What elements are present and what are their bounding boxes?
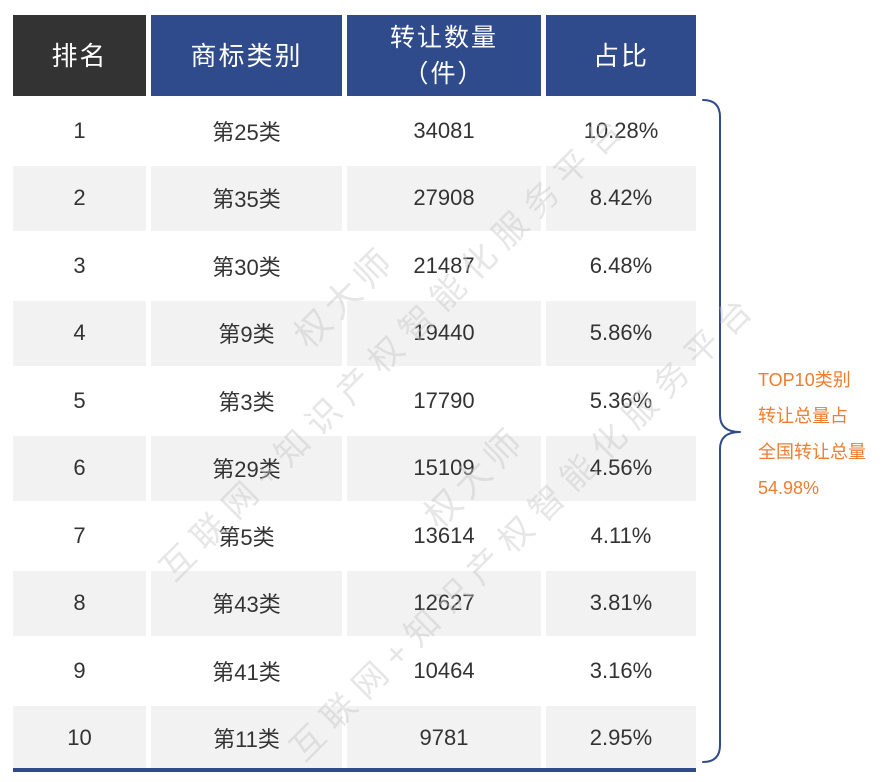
table-row: 1 第25类 34081 10.28% xyxy=(13,96,696,164)
rank-cell: 2 xyxy=(13,165,146,231)
share-cell: 3.16% xyxy=(546,638,696,704)
category-cell: 第30类 xyxy=(151,233,342,299)
count-cell: 17790 xyxy=(347,368,541,434)
category-cell: 第25类 xyxy=(151,98,342,164)
ranking-table: 排名 商标类别 转让数量 （件） 占比 1 第25类 34081 10.28% 2 第35… xyxy=(13,15,696,771)
table-row: 2 第35类 27908 8.42% xyxy=(13,164,696,231)
count-cell: 21487 xyxy=(347,233,541,299)
rank-cell: 5 xyxy=(13,368,146,434)
rank-cell: 1 xyxy=(13,98,146,164)
rank-cell: 3 xyxy=(13,233,146,299)
rank-cell: 8 xyxy=(13,570,146,636)
table-row: 9 第41类 10464 3.16% xyxy=(13,636,696,704)
rank-cell: 4 xyxy=(13,300,146,366)
annotation-value: 54.98% xyxy=(758,478,820,498)
count-cell: 15109 xyxy=(347,435,541,501)
rank-cell: 10 xyxy=(13,705,146,771)
table-row: 4 第9类 19440 5.86% xyxy=(13,299,696,366)
header-category: 商标类别 xyxy=(151,15,342,96)
count-cell: 10464 xyxy=(347,638,541,704)
table-body: 1 第25类 34081 10.28% 2 第35类 27908 8.42% 3 第30类 2148… xyxy=(13,96,696,771)
table-row: 5 第3类 17790 5.36% xyxy=(13,366,696,434)
rank-cell: 7 xyxy=(13,503,146,569)
share-cell: 3.81% xyxy=(546,570,696,636)
share-cell: 8.42% xyxy=(546,165,696,231)
share-cell: 5.86% xyxy=(546,300,696,366)
annotation-text: TOP10类别 转让总量占 全国转让总量 54.98% xyxy=(758,362,866,506)
table-header: 排名 商标类别 转让数量 （件） 占比 xyxy=(13,15,696,96)
share-cell: 10.28% xyxy=(546,98,696,164)
category-cell: 第3类 xyxy=(151,368,342,434)
category-cell: 第11类 xyxy=(151,705,342,771)
table-row: 8 第43类 12627 3.81% xyxy=(13,569,696,636)
annotation-line: 转让总量占 xyxy=(758,406,848,426)
rank-cell: 6 xyxy=(13,435,146,501)
count-cell: 9781 xyxy=(347,705,541,771)
annotation-line: 全国转让总量 xyxy=(758,442,866,462)
brace-path xyxy=(702,99,741,763)
share-cell: 5.36% xyxy=(546,368,696,434)
category-cell: 第35类 xyxy=(151,165,342,231)
header-rank: 排名 xyxy=(13,15,146,96)
table-row: 7 第5类 13614 4.11% xyxy=(13,501,696,569)
share-cell: 2.95% xyxy=(546,705,696,771)
count-cell: 13614 xyxy=(347,503,541,569)
category-cell: 第9类 xyxy=(151,300,342,366)
count-cell: 34081 xyxy=(347,98,541,164)
share-cell: 4.56% xyxy=(546,435,696,501)
category-cell: 第41类 xyxy=(151,638,342,704)
share-cell: 6.48% xyxy=(546,233,696,299)
annotation-line: TOP10类别 xyxy=(758,370,851,390)
rank-cell: 9 xyxy=(13,638,146,704)
share-cell: 4.11% xyxy=(546,503,696,569)
category-cell: 第5类 xyxy=(151,503,342,569)
table-bottom-rule xyxy=(13,768,696,772)
table-row: 6 第29类 15109 4.56% xyxy=(13,434,696,501)
count-cell: 19440 xyxy=(347,300,541,366)
category-cell: 第43类 xyxy=(151,570,342,636)
count-cell: 12627 xyxy=(347,570,541,636)
count-cell: 27908 xyxy=(347,165,541,231)
header-share: 占比 xyxy=(546,15,696,96)
header-count: 转让数量 （件） xyxy=(347,15,541,96)
table-row: 10 第11类 9781 2.95% xyxy=(13,704,696,771)
category-cell: 第29类 xyxy=(151,435,342,501)
table-row: 3 第30类 21487 6.48% xyxy=(13,231,696,299)
